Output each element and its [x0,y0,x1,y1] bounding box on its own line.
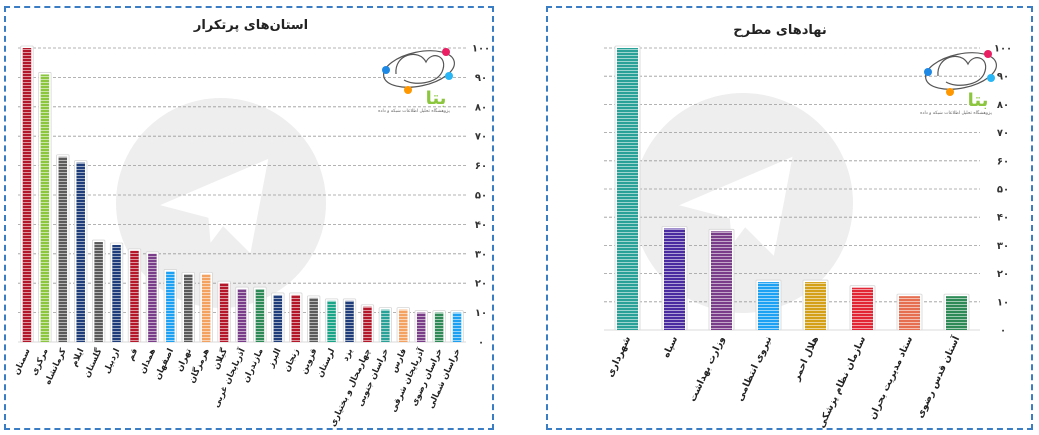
left-bar-chart: استان‌های پرتکرار۰۱۰۲۰۳۰۴۰۵۰۶۰۷۰۸۰۹۰۱۰۰س… [12,18,490,428]
logo-tagline: پژوهشگاه تحلیل اطلاعات شبکه و داده [920,109,992,116]
bar-texture [237,289,247,342]
y-tick-label: ۲۰ [997,269,1009,280]
logo-orbit [925,52,997,90]
bar-texture [291,294,301,342]
y-tick-label: ۱۰ [475,308,487,319]
y-tick-label: ۵۰ [475,191,487,202]
category-label: ایلام [69,347,86,368]
category-label: زنجان [282,347,302,374]
logo-dot-blue [924,68,932,76]
y-tick-label: ۳۰ [475,249,487,260]
bar-texture [58,156,68,342]
category-label: آستان قدس رضوی [913,333,963,420]
bar-texture [711,231,732,330]
category-label: گیلان [210,347,229,372]
y-tick-label: ۱۰۰ [994,44,1012,55]
bar-texture [946,296,967,330]
y-tick-label: ۰ [1000,326,1006,337]
category-label: سپاه [661,335,680,360]
watermark-plane [160,158,269,254]
left-chart-panel: استان‌های پرتکرار ۰ ۱۰ ۲۰ ۳۰ ۴۰ ۵۰ ۶۰ ۷۰ ۸۰ ۹۰ ۱۰۰ س… [4,6,494,430]
category-label: البرز [266,347,284,370]
bar-texture [399,309,408,342]
logo-dot-lightblue [445,72,453,80]
logo-brain [395,53,445,84]
bar-texture [309,297,318,342]
logo-dot-pink [442,48,450,56]
logo-dot-orange [404,86,412,94]
bar-texture [166,271,175,342]
y-tick-label: ۸۰ [997,100,1009,111]
bar-texture [112,244,121,342]
y-tick-label: ۹۰ [475,73,487,84]
category-label: هلال احمر [791,334,822,383]
bar-texture [40,74,50,343]
bar-texture [183,274,193,342]
y-tick-label: ۷۰ [997,128,1009,139]
watermark [116,98,326,308]
bar-texture [434,312,444,342]
category-label: نیروی انتظامی [735,335,775,403]
bar-texture [664,228,685,330]
y-tick-label: ۵۰ [997,185,1009,196]
category-label: قم [126,347,140,362]
logo-dot-orange [946,88,954,96]
y-tick-label: ۹۰ [997,72,1009,83]
bar-texture [130,250,139,342]
category-label: شهرداری [605,335,633,379]
y-tick-label: ۲۰ [475,279,487,290]
bar-texture [345,300,354,342]
logo-dot-pink [984,50,992,58]
category-label: وزارت بهداشت [687,335,727,404]
y-tick-label: ۷۰ [475,132,487,143]
bar-texture [327,300,336,342]
category-label: یزد [341,347,355,363]
logo-dot-lightblue [987,74,995,82]
y-tick-label: ۱۰ [997,297,1009,308]
logo-dot-blue [382,66,390,74]
category-label: اردبیل [102,347,122,375]
y-tick-label: ۰ [478,338,484,349]
bar-texture [452,312,462,342]
bar-texture [617,48,638,330]
chart-title: نهادهای مطرح [733,23,827,38]
bar-texture [273,294,283,342]
bar-texture [255,289,265,342]
bar-texture [363,306,372,342]
watermark [633,93,853,313]
y-tick-label: ۶۰ [475,161,487,172]
chart-title: استان‌های پرتکرار [193,18,308,33]
bar-texture [148,253,157,342]
y-tick-label: ۳۰ [997,241,1009,252]
bar-texture [219,283,229,342]
category-label: تهران [175,347,194,373]
y-tick-label: ۱۰۰ [472,44,490,55]
bar-texture [201,274,211,342]
bar-texture [76,162,85,342]
y-tick-label: ۸۰ [475,102,487,113]
bar-texture [381,309,390,342]
logo-name: بتا [968,90,989,111]
bar-texture [22,48,32,342]
watermark-plane [679,156,793,256]
category-label: ستاد مدیریت بحران [867,335,915,422]
y-tick-label: ۶۰ [997,156,1009,167]
y-tick-label: ۴۰ [475,220,487,231]
logo-orbit [383,50,455,88]
logo-name: بتا [426,88,447,109]
y-tick-label: ۴۰ [997,213,1009,224]
logo-tagline: پژوهشگاه تحلیل اطلاعات شبکه و داده [378,107,450,114]
bar-texture [899,296,920,330]
bar-texture [852,287,873,330]
bar-texture [416,312,426,342]
right-bar-chart: نهادهای مطرح ۰ ۱۰ ۲۰ ۳۰ ۴۰ ۵۰ ۶۰ ۷۰ ۸۰ ۹۰ ۱۰۰ شهردار… [604,23,1012,430]
category-label: سازمان نظام پزشکی [816,335,868,430]
logo-brain [937,55,987,86]
bar-texture [94,242,103,342]
bar-texture [758,282,779,330]
right-chart-panel: نهادهای مطرح ۰ ۱۰ ۲۰ ۳۰ ۴۰ ۵۰ ۶۰ ۷۰ ۸۰ ۹۰ ۱۰۰ شهردار… [546,6,1033,430]
bar-texture [805,282,826,330]
